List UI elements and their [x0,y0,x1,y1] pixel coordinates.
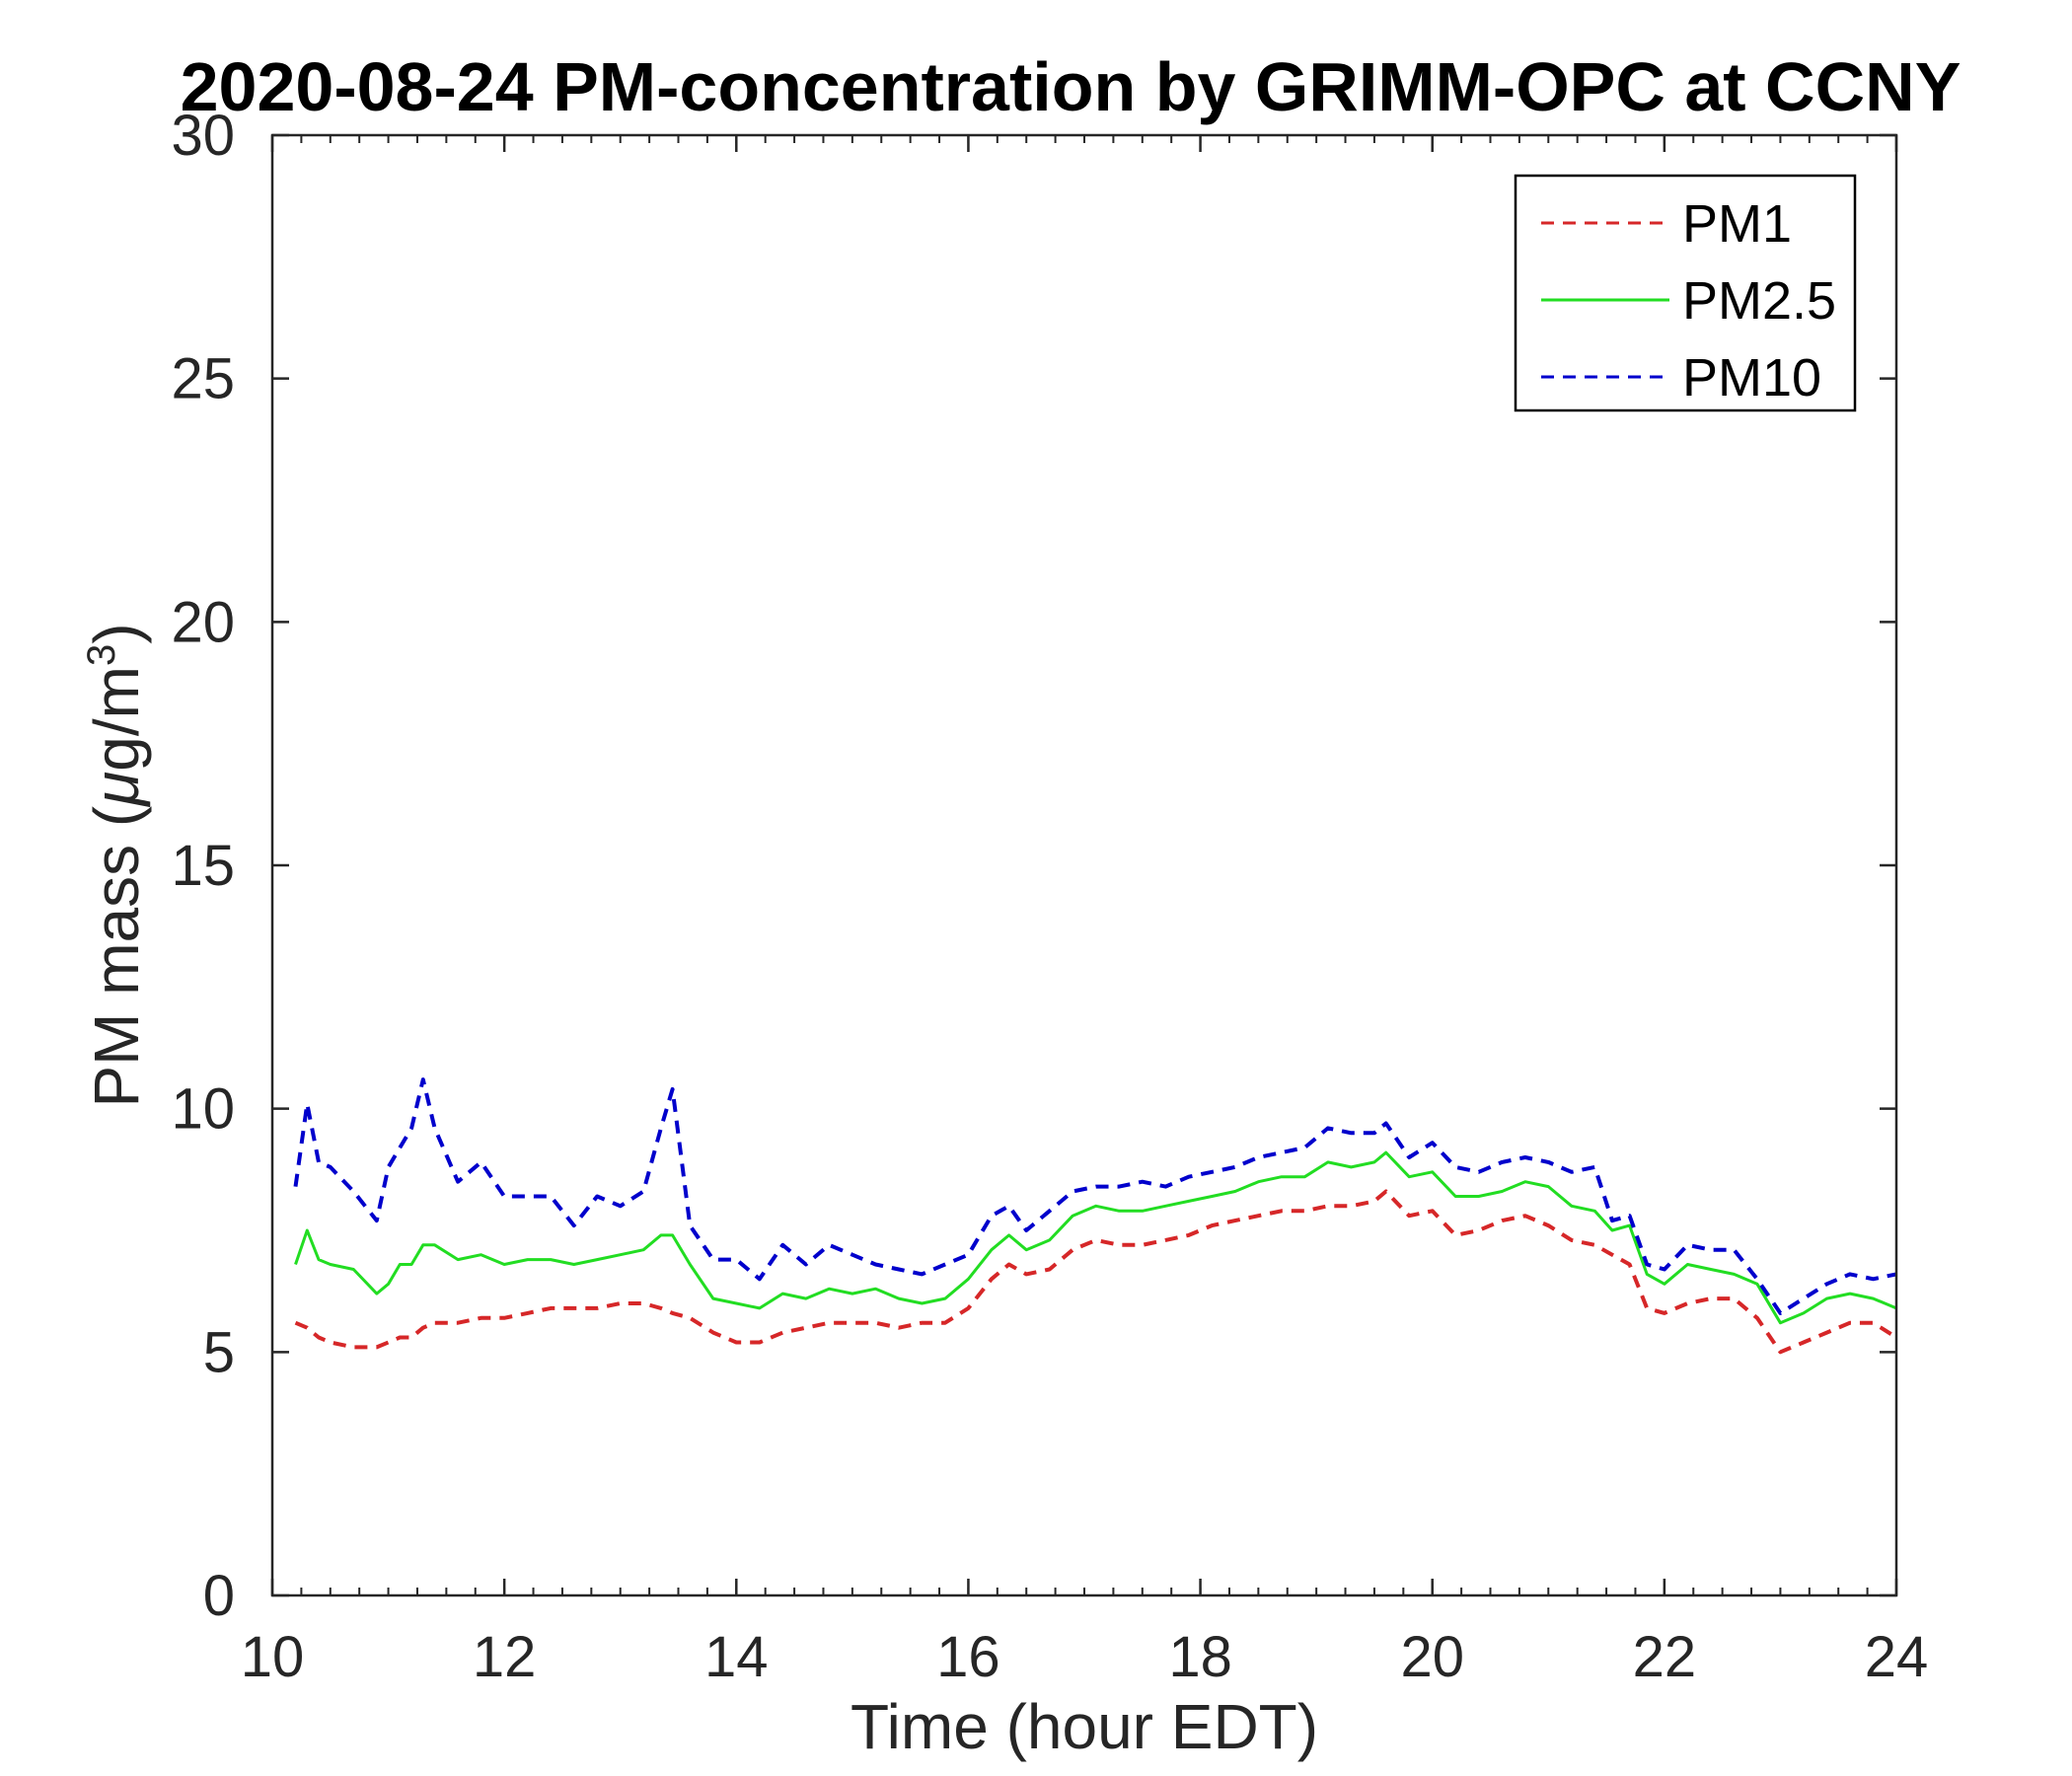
y-axis-label-prefix: PM mass ( [81,806,152,1108]
y-axis-label-superscript: 3 [80,644,123,666]
x-tick-label: 12 [473,1625,537,1689]
legend-items: PM1 PM2.5 PM10 [1541,194,1836,407]
series-line-pm10 [293,1077,1897,1315]
y-tick-label: 5 [203,1320,235,1384]
series-layer [293,1077,1898,1355]
y-axis-label: PM mass (μg/m3) [80,623,152,1107]
legend-label-pm10: PM10 [1682,348,1821,407]
x-tick-labels: 10 12 14 16 18 20 22 24 [241,1625,1929,1689]
x-tick-label: 10 [241,1625,305,1689]
plot-frame [270,133,1898,1597]
x-tick-label: 22 [1633,1625,1697,1689]
y-axis-label-suffix: ) [81,623,152,643]
x-tick-label: 24 [1865,1625,1929,1689]
y-tick-label: 25 [171,347,235,411]
y-axis-label-unit: g/m [81,666,152,772]
y-tick-labels: 0 5 10 15 20 25 30 [171,104,235,1628]
y-tick-label: 30 [171,104,235,168]
legend-box [1514,174,1857,412]
series-line-pm2-5 [294,1150,1897,1325]
legend-label-pm1: PM1 [1682,194,1792,254]
x-tick-label: 16 [936,1625,1000,1689]
legend-label-pm2-5: PM2.5 [1682,271,1836,331]
y-tick-label: 20 [171,590,235,654]
x-tick-label: 14 [704,1625,769,1689]
legend: PM1 PM2.5 PM10 [1514,174,1857,412]
x-axis-label: Time (hour EDT) [851,1691,1318,1762]
y-tick-label: 10 [171,1077,235,1142]
y-tick-label: 15 [171,834,235,898]
x-tick-label: 20 [1400,1625,1464,1689]
chart-title: 2020-08-24 PM-concentration by GRIMM-OPC… [181,48,1961,125]
x-tick-label: 18 [1168,1625,1232,1689]
y-axis-label-mu: μ [81,772,152,808]
series-line-pm1 [294,1189,1898,1355]
y-tick-label: 0 [203,1564,235,1628]
